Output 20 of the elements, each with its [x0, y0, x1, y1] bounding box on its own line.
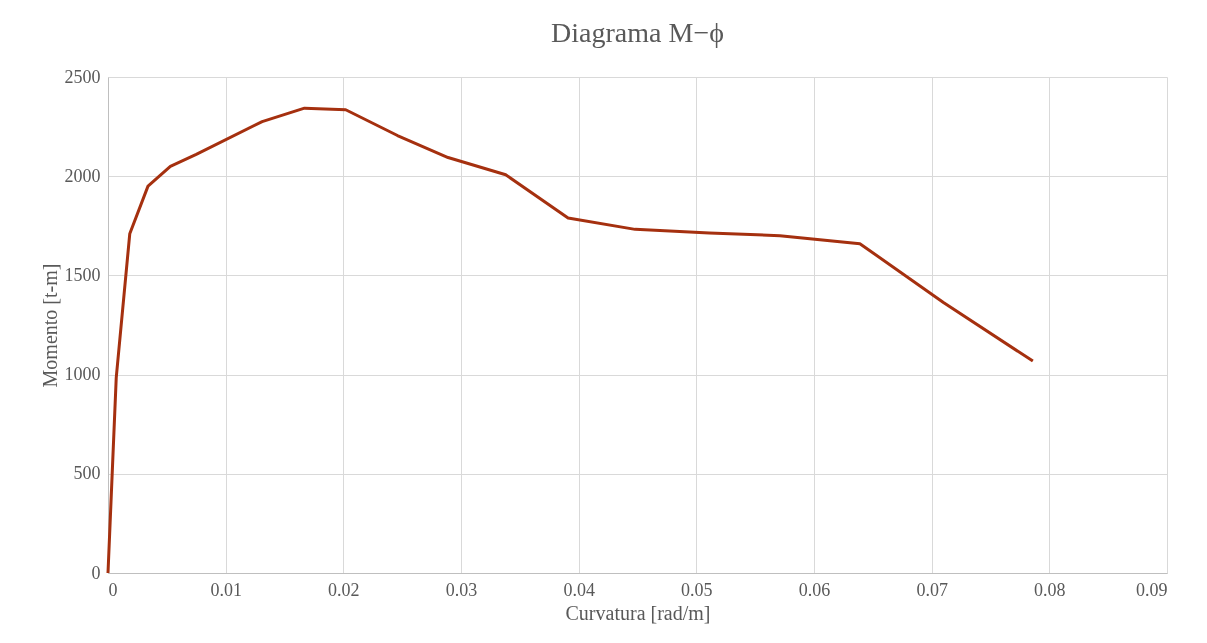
y-axis-title: Momento [t-m] — [38, 263, 61, 388]
x-tick-label: 0.08 — [1034, 579, 1066, 600]
x-tick-label: 0.09 — [1136, 579, 1168, 600]
y-tick-label: 0 — [91, 562, 101, 583]
y-tick-label: 1000 — [64, 364, 101, 385]
y-tick-label: 1500 — [64, 264, 101, 285]
y-tick-label: 2500 — [64, 66, 101, 87]
x-tick-label: 0.05 — [681, 579, 713, 600]
x-tick-label: 0 — [108, 579, 118, 600]
x-tick-label: 0.02 — [328, 579, 360, 600]
x-tick-label: 0.06 — [798, 579, 831, 600]
x-tick-label: 0.01 — [210, 579, 242, 600]
y-tick-label: 500 — [73, 463, 101, 484]
x-tick-label: 0.04 — [563, 579, 595, 600]
x-tick-label: 0.03 — [445, 579, 478, 600]
line-series — [106, 106, 1035, 575]
x-tick-label: 0.07 — [916, 579, 948, 600]
y-tick-label: 2000 — [64, 165, 101, 186]
chart-title: Diagrama M−ϕ — [551, 17, 724, 48]
x-axis-title: Curvatura [rad/m] — [565, 601, 711, 624]
